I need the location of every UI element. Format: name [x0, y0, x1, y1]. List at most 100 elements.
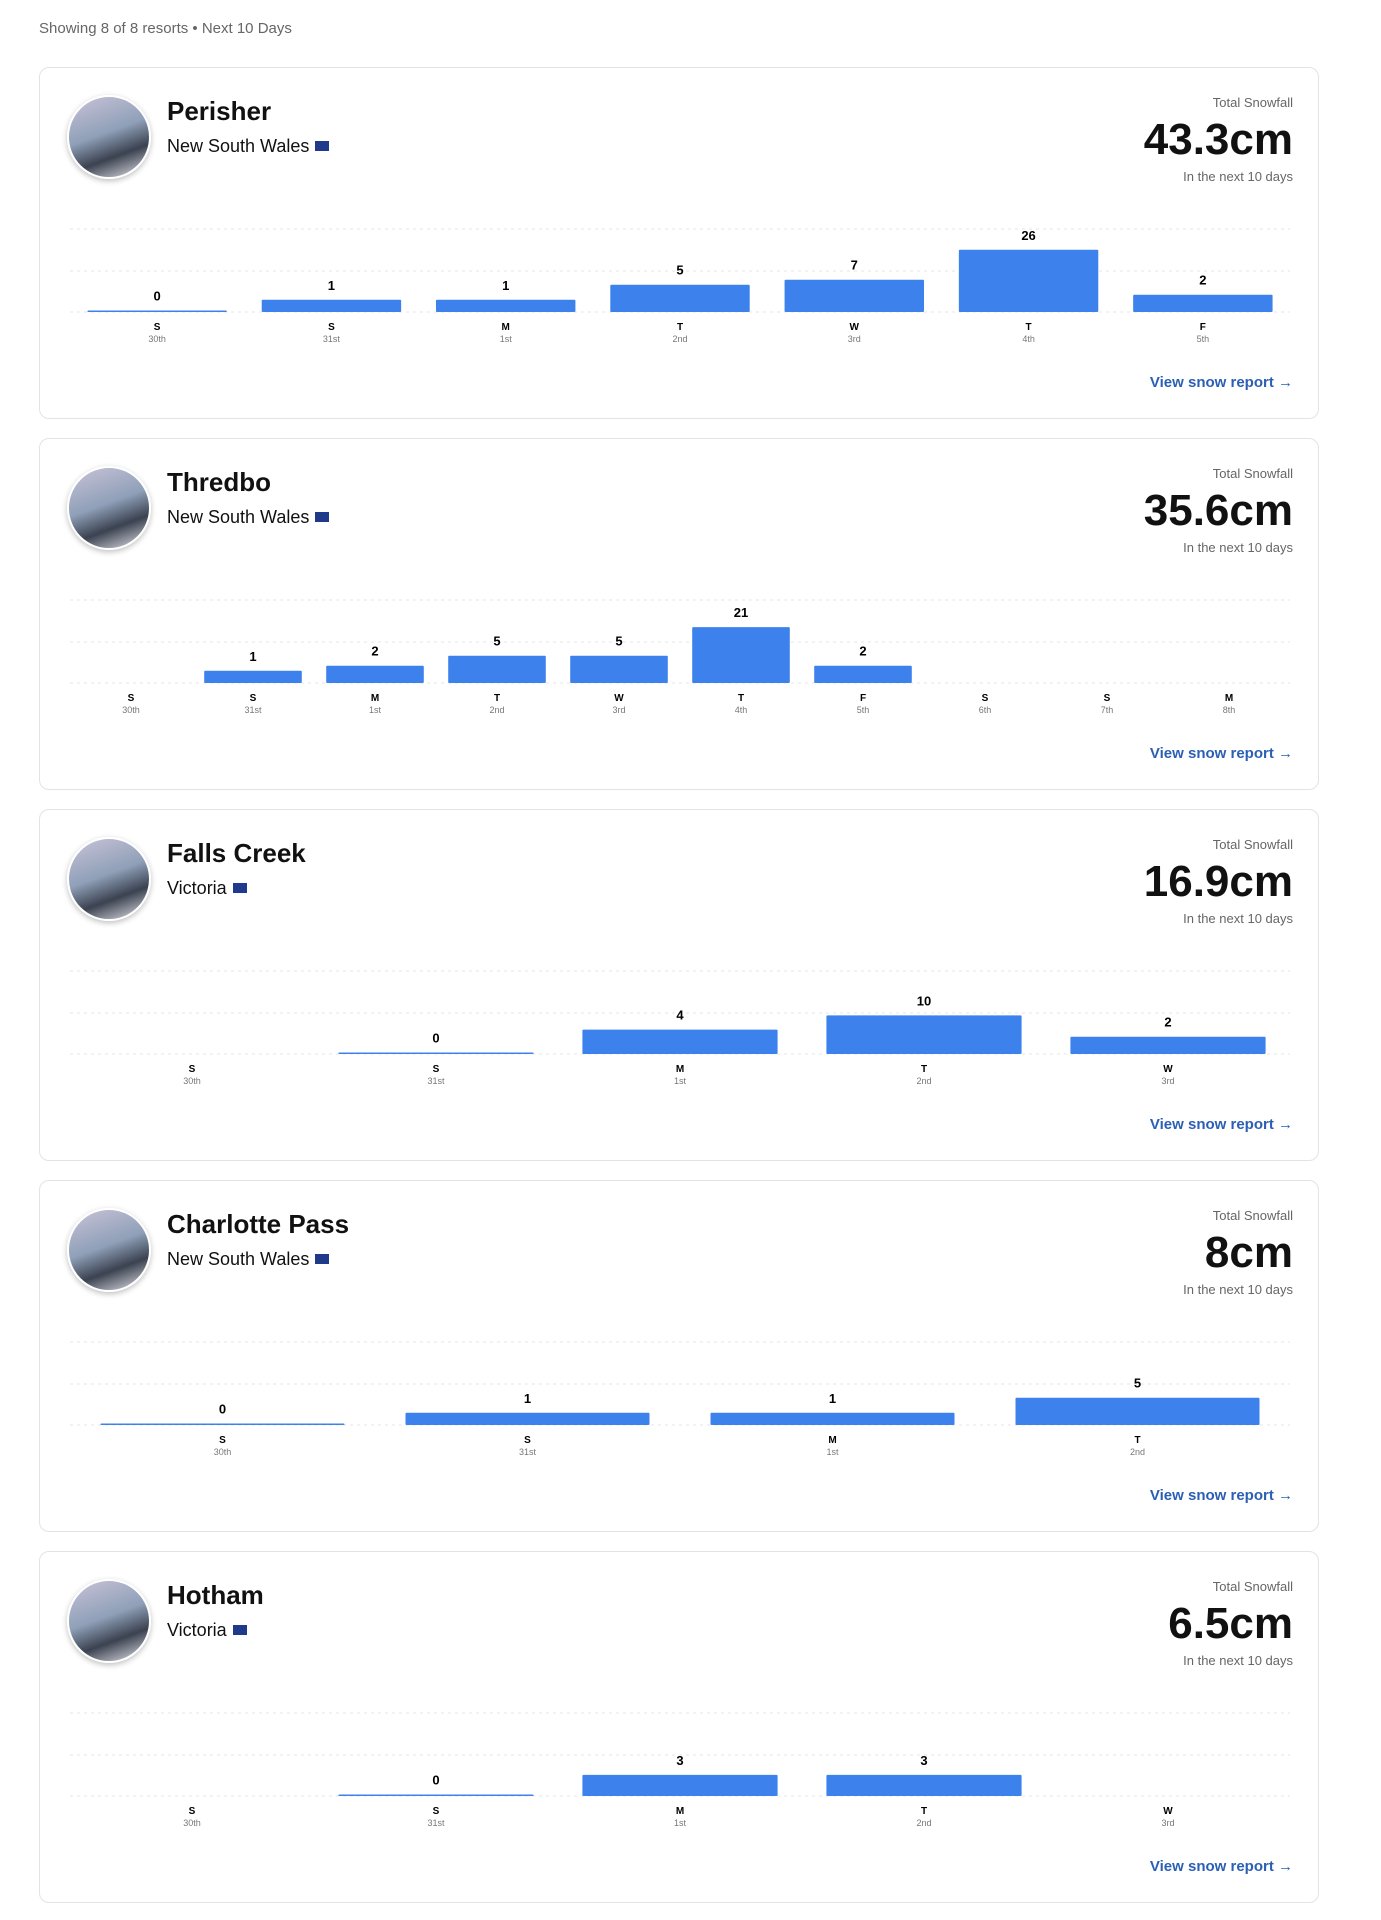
bar [204, 670, 302, 683]
bar [338, 1052, 534, 1054]
bar [582, 1774, 778, 1796]
date-label: 5th [857, 705, 870, 715]
date-label: 30th [148, 334, 166, 344]
date-label: 4th [1022, 334, 1035, 344]
day-label: S [982, 693, 989, 704]
date-label: 1st [826, 1447, 839, 1457]
date-label: 30th [183, 1818, 201, 1828]
bar [692, 627, 790, 683]
total-snowfall: 8cm [1204, 1228, 1293, 1277]
date-label: 4th [735, 705, 748, 715]
value-label: 2 [859, 644, 866, 659]
day-label: T [1134, 1435, 1140, 1446]
day-label: S [250, 693, 257, 704]
date-label: 31st [427, 1818, 445, 1828]
resort-name: Thredbo [167, 467, 271, 497]
day-label: S [433, 1064, 440, 1075]
date-label: 5th [1197, 334, 1210, 344]
resort-name: Falls Creek [167, 838, 306, 868]
day-label: M [1225, 693, 1233, 704]
value-label: 2 [1199, 273, 1206, 288]
region: New South Wales [167, 1249, 330, 1270]
view-report-link[interactable]: View snow report → [1149, 1116, 1293, 1133]
date-label: 2nd [1130, 1447, 1145, 1457]
day-label: W [1163, 1806, 1173, 1817]
value-label: 5 [1134, 1376, 1141, 1391]
date-label: 2nd [916, 1818, 931, 1828]
date-label: 31st [323, 334, 341, 344]
bar [448, 655, 546, 683]
view-report-link[interactable]: View snow report → [1149, 1858, 1293, 1875]
day-label: S [524, 1435, 531, 1446]
bar [610, 284, 750, 312]
day-label: T [738, 693, 744, 704]
bar [87, 310, 227, 312]
date-label: 30th [183, 1076, 201, 1086]
total-snowfall: 16.9cm [1143, 857, 1293, 906]
day-label: F [860, 693, 866, 704]
view-report-link[interactable]: View snow report → [1149, 374, 1293, 391]
bar [405, 1412, 650, 1425]
avatar [67, 95, 151, 179]
value-label: 7 [851, 258, 858, 273]
view-report-link[interactable]: View snow report → [1149, 1487, 1293, 1504]
value-label: 1 [328, 278, 335, 293]
date-label: 1st [674, 1076, 687, 1086]
date-label: 2nd [489, 705, 504, 715]
bar [958, 249, 1099, 312]
flag [232, 883, 247, 893]
bar [338, 1794, 534, 1796]
value-label: 10 [917, 993, 931, 1008]
value-label: 21 [734, 605, 748, 620]
day-label: M [828, 1435, 836, 1446]
total-label: Total Snowfall [1212, 466, 1293, 481]
day-label: W [850, 322, 860, 333]
value-label: 0 [154, 289, 161, 304]
flag [315, 141, 330, 151]
day-label: T [1026, 322, 1032, 333]
date-label: 31st [519, 1447, 537, 1457]
flag [315, 1254, 330, 1264]
date-label: 3rd [1161, 1076, 1174, 1086]
resort-card: Hotham Victoria Total Snowfall 6.5cm In the … [39, 1551, 1319, 1903]
value-label: 2 [371, 644, 378, 659]
date-label: 1st [674, 1818, 687, 1828]
caption: In the next 10 days [1183, 1653, 1293, 1668]
value-label: 5 [615, 634, 622, 649]
date-label: 31st [244, 705, 262, 715]
date-label: 6th [979, 705, 992, 715]
day-label: M [371, 693, 379, 704]
day-label: W [1163, 1064, 1173, 1075]
total-label: Total Snowfall [1212, 1579, 1293, 1594]
day-label: T [494, 693, 500, 704]
view-report-link[interactable]: View snow report → [1149, 745, 1293, 762]
avatar [67, 1208, 151, 1292]
flag [315, 512, 330, 522]
caption: In the next 10 days [1183, 540, 1293, 555]
bar [826, 1015, 1022, 1054]
resort-card: Perisher New South Wales Total Snowfall 43.… [39, 67, 1319, 419]
value-label: 5 [493, 634, 500, 649]
bar [570, 655, 668, 683]
resort-name: Perisher [167, 96, 272, 126]
date-label: 7th [1101, 705, 1114, 715]
value-label: 2 [1164, 1015, 1171, 1030]
resort-name: Hotham [167, 1580, 264, 1610]
date-label: 3rd [1161, 1818, 1174, 1828]
total-label: Total Snowfall [1212, 1208, 1293, 1223]
bar [582, 1029, 778, 1054]
day-label: S [433, 1806, 440, 1817]
day-label: W [614, 693, 624, 704]
day-label: T [921, 1064, 927, 1075]
date-label: 2nd [672, 334, 687, 344]
region: New South Wales [167, 136, 330, 157]
day-label: S [189, 1064, 196, 1075]
avatar [67, 466, 151, 550]
value-label: 1 [502, 278, 509, 293]
region: New South Wales [167, 507, 330, 528]
bar [826, 1774, 1022, 1796]
